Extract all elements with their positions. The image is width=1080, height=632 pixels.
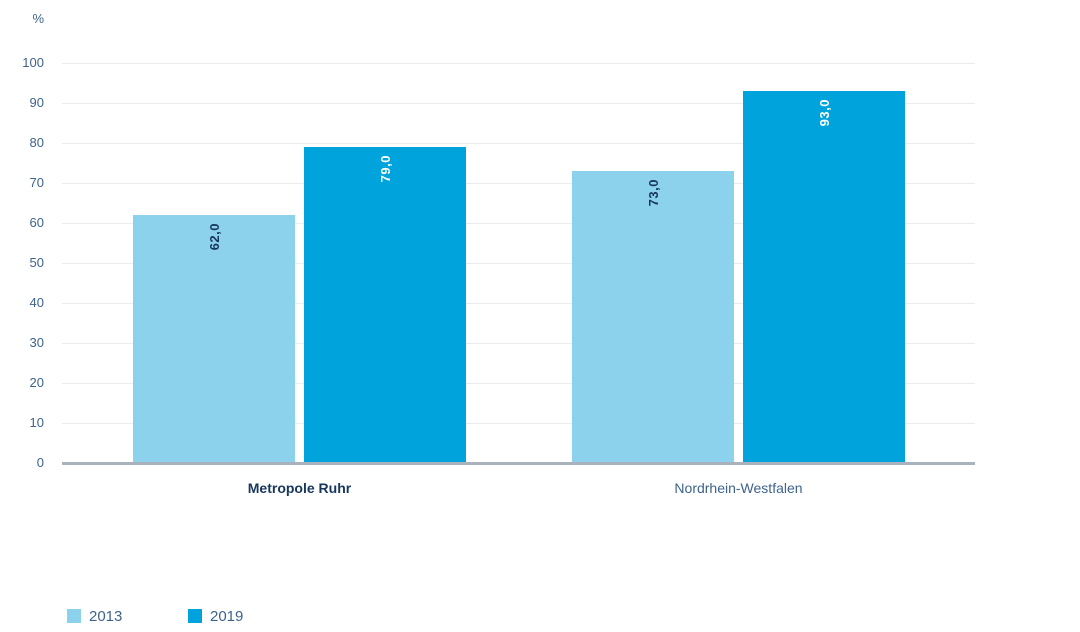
y-tick-label-90: 90 — [29, 95, 44, 110]
bar-value-label-2013-metropole-ruhr: 62,0 — [206, 223, 222, 251]
y-tick-label-40: 40 — [29, 295, 44, 310]
y-tick-label-30: 30 — [29, 335, 44, 350]
gridline-80 — [62, 142, 975, 144]
gridline-30 — [62, 342, 975, 344]
bar-2019-metropole-ruhr: 79,0 — [304, 147, 466, 463]
bar-2013-nordrhein-westfalen: 73,0 — [572, 171, 734, 463]
category-label-metropole-ruhr: Metropole Ruhr — [247, 480, 352, 496]
legend-label-2019: 2019 — [210, 607, 244, 625]
legend-swatch-2019-icon — [188, 609, 202, 623]
gridline-90 — [62, 102, 975, 104]
gridline-20 — [62, 382, 975, 384]
legend-swatch-2013-icon — [67, 609, 81, 623]
category-label-nordrhein-westfalen: Nordrhein-Westfalen — [674, 480, 803, 496]
bar-value-label-2013-nordrhein-westfalen: 73,0 — [645, 179, 661, 207]
legend-item-2013: 2013 — [67, 607, 123, 625]
y-axis-unit-label: % — [32, 11, 44, 26]
gridline-100 — [62, 62, 975, 64]
y-tick-label-100: 100 — [22, 55, 44, 70]
gridline-50 — [62, 262, 975, 264]
bar-2013-metropole-ruhr: 62,0 — [133, 215, 295, 463]
gridline-60 — [62, 222, 975, 224]
bar-value-label-2019-nordrhein-westfalen: 93,0 — [816, 99, 832, 127]
legend: 2013 2019 — [0, 608, 1080, 626]
bar-2019-nordrhein-westfalen: 93,0 — [743, 91, 905, 463]
y-tick-label-0: 0 — [36, 455, 44, 470]
y-tick-label-10: 10 — [29, 415, 44, 430]
gridline-70 — [62, 182, 975, 184]
legend-label-2013: 2013 — [89, 607, 123, 625]
bar-value-label-2019-metropole-ruhr: 79,0 — [377, 155, 393, 183]
y-tick-label-80: 80 — [29, 135, 44, 150]
gridline-40 — [62, 302, 975, 304]
y-tick-label-20: 20 — [29, 375, 44, 390]
y-tick-label-50: 50 — [29, 255, 44, 270]
x-axis-line — [62, 462, 975, 465]
gridline-10 — [62, 422, 975, 424]
legend-item-2019: 2019 — [188, 607, 244, 625]
y-tick-label-60: 60 — [29, 215, 44, 230]
y-tick-label-70: 70 — [29, 175, 44, 190]
